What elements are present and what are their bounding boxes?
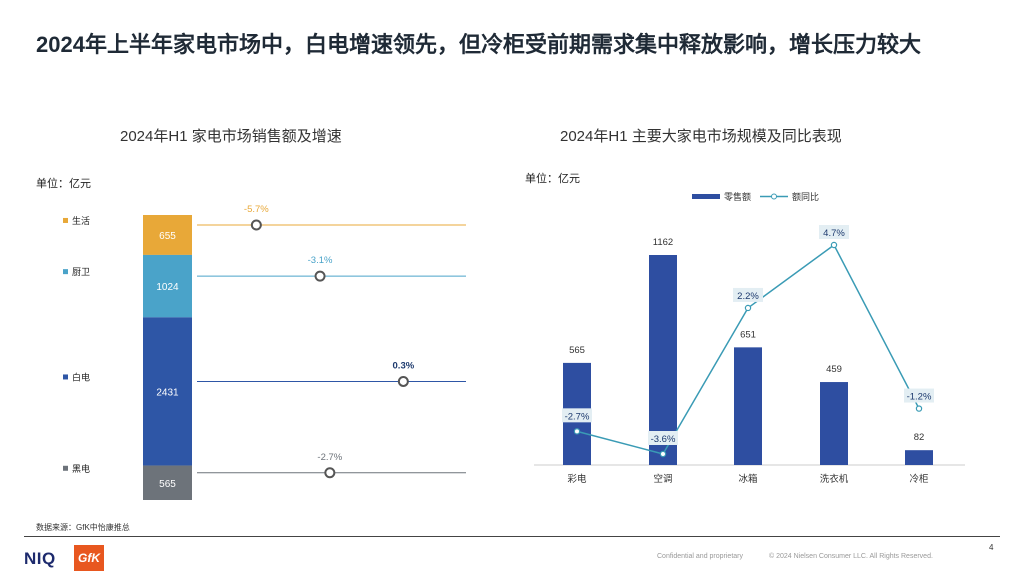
growth-point-4 (915, 405, 923, 412)
growth-label-1: -3.1% (308, 255, 333, 266)
bar-1 (649, 255, 677, 465)
copyright-note: © 2024 Nielsen Consumer LLC. All Rights … (769, 553, 933, 560)
growth-label-bg-4 (904, 388, 934, 403)
bar-3 (820, 382, 848, 465)
growth-label-2: 0.3% (393, 360, 415, 371)
growth-label-bg-2 (733, 287, 763, 302)
bar-value-2: 651 (740, 329, 756, 340)
legend-bar-label: 零售额 (724, 191, 751, 202)
legend-label-3: 黑电 (72, 463, 90, 474)
left-chart-unit: 单位：亿元 (36, 178, 91, 190)
growth-point-0 (573, 428, 581, 435)
confidential-note: Confidential and proprietary (657, 553, 743, 560)
growth-dot-3 (324, 467, 336, 479)
legend-label-2: 白电 (72, 371, 90, 382)
segment-0 (143, 215, 192, 255)
segment-value-1: 1024 (156, 282, 179, 293)
growth-label-bg-0 (562, 408, 592, 423)
growth-label-3: -2.7% (317, 452, 342, 463)
growth-label-2: 2.2% (737, 291, 759, 302)
niq-logo: NIQ (24, 549, 56, 568)
growth-label-0: -2.7% (565, 411, 590, 422)
growth-dot-2 (397, 375, 409, 387)
bar-value-1: 1162 (653, 237, 673, 248)
source-note: 数据来源：GfK中怡康推总 (36, 523, 130, 532)
legend-swatch-1 (63, 269, 68, 275)
category-label-1: 空调 (653, 473, 672, 485)
segment-3 (143, 465, 192, 500)
growth-label-bg-1 (648, 431, 678, 445)
growth-label-1: -3.6% (651, 434, 676, 445)
gfk-logo: GfK (74, 545, 104, 571)
segment-1 (143, 254, 192, 318)
growth-point-2 (744, 304, 752, 312)
growth-label-3: 4.7% (823, 228, 845, 239)
category-label-0: 彩电 (567, 473, 587, 485)
legend-bar-swatch (692, 194, 720, 199)
segment-value-2: 2431 (156, 387, 179, 398)
bar-4 (905, 450, 933, 465)
left-chart: 655 生活 -5.7% 1024 厨卫 -3.1% 2431 白电 0.3% 565 黑电 -2.7… (63, 204, 466, 500)
segment-value-3: 565 (159, 479, 176, 490)
growth-dot-1 (314, 270, 326, 282)
growth-label-0: -5.7% (244, 204, 269, 215)
page-number: 4 (989, 543, 994, 552)
bar-value-3: 459 (826, 364, 842, 375)
legend-label-0: 生活 (72, 215, 90, 226)
gfk-logo-text: GfK (78, 551, 100, 565)
right-chart: 零售额 额同比 565 彩电 1162 空调 651 冰箱 459 洗衣机 82 冷柜 -2.7% -3.… (534, 191, 965, 485)
growth-point-1 (659, 450, 667, 458)
legend-swatch-2 (63, 374, 68, 380)
category-label-3: 洗衣机 (820, 473, 849, 485)
category-label-2: 冰箱 (738, 473, 757, 485)
growth-dot-0 (250, 219, 262, 231)
right-chart-unit: 单位：亿元 (525, 173, 580, 185)
bar-value-0: 565 (569, 345, 585, 356)
left-chart-title: 2024年H1 家电市场销售额及增速 (120, 128, 342, 145)
page-title: 2024年上半年家电市场中，白电增速领先，但冷柜受前期需求集中释放影响，增长压力… (36, 32, 921, 57)
bar-value-4: 82 (914, 432, 925, 443)
legend-swatch-0 (63, 217, 68, 223)
bar-2 (734, 347, 762, 465)
growth-point-3 (830, 241, 838, 249)
legend-swatch-3 (63, 465, 68, 471)
growth-label-bg-3 (819, 225, 849, 239)
segment-value-0: 655 (159, 231, 176, 242)
footer-divider (24, 536, 1000, 537)
category-label-4: 冷柜 (909, 473, 929, 485)
legend-label-1: 厨卫 (72, 267, 90, 277)
segment-2 (143, 317, 192, 466)
legend-line-marker (771, 193, 777, 200)
legend-line-label: 额同比 (792, 191, 819, 202)
right-chart-title: 2024年H1 主要大家电市场规模及同比表现 (560, 128, 842, 145)
growth-label-4: -1.2% (907, 392, 932, 403)
